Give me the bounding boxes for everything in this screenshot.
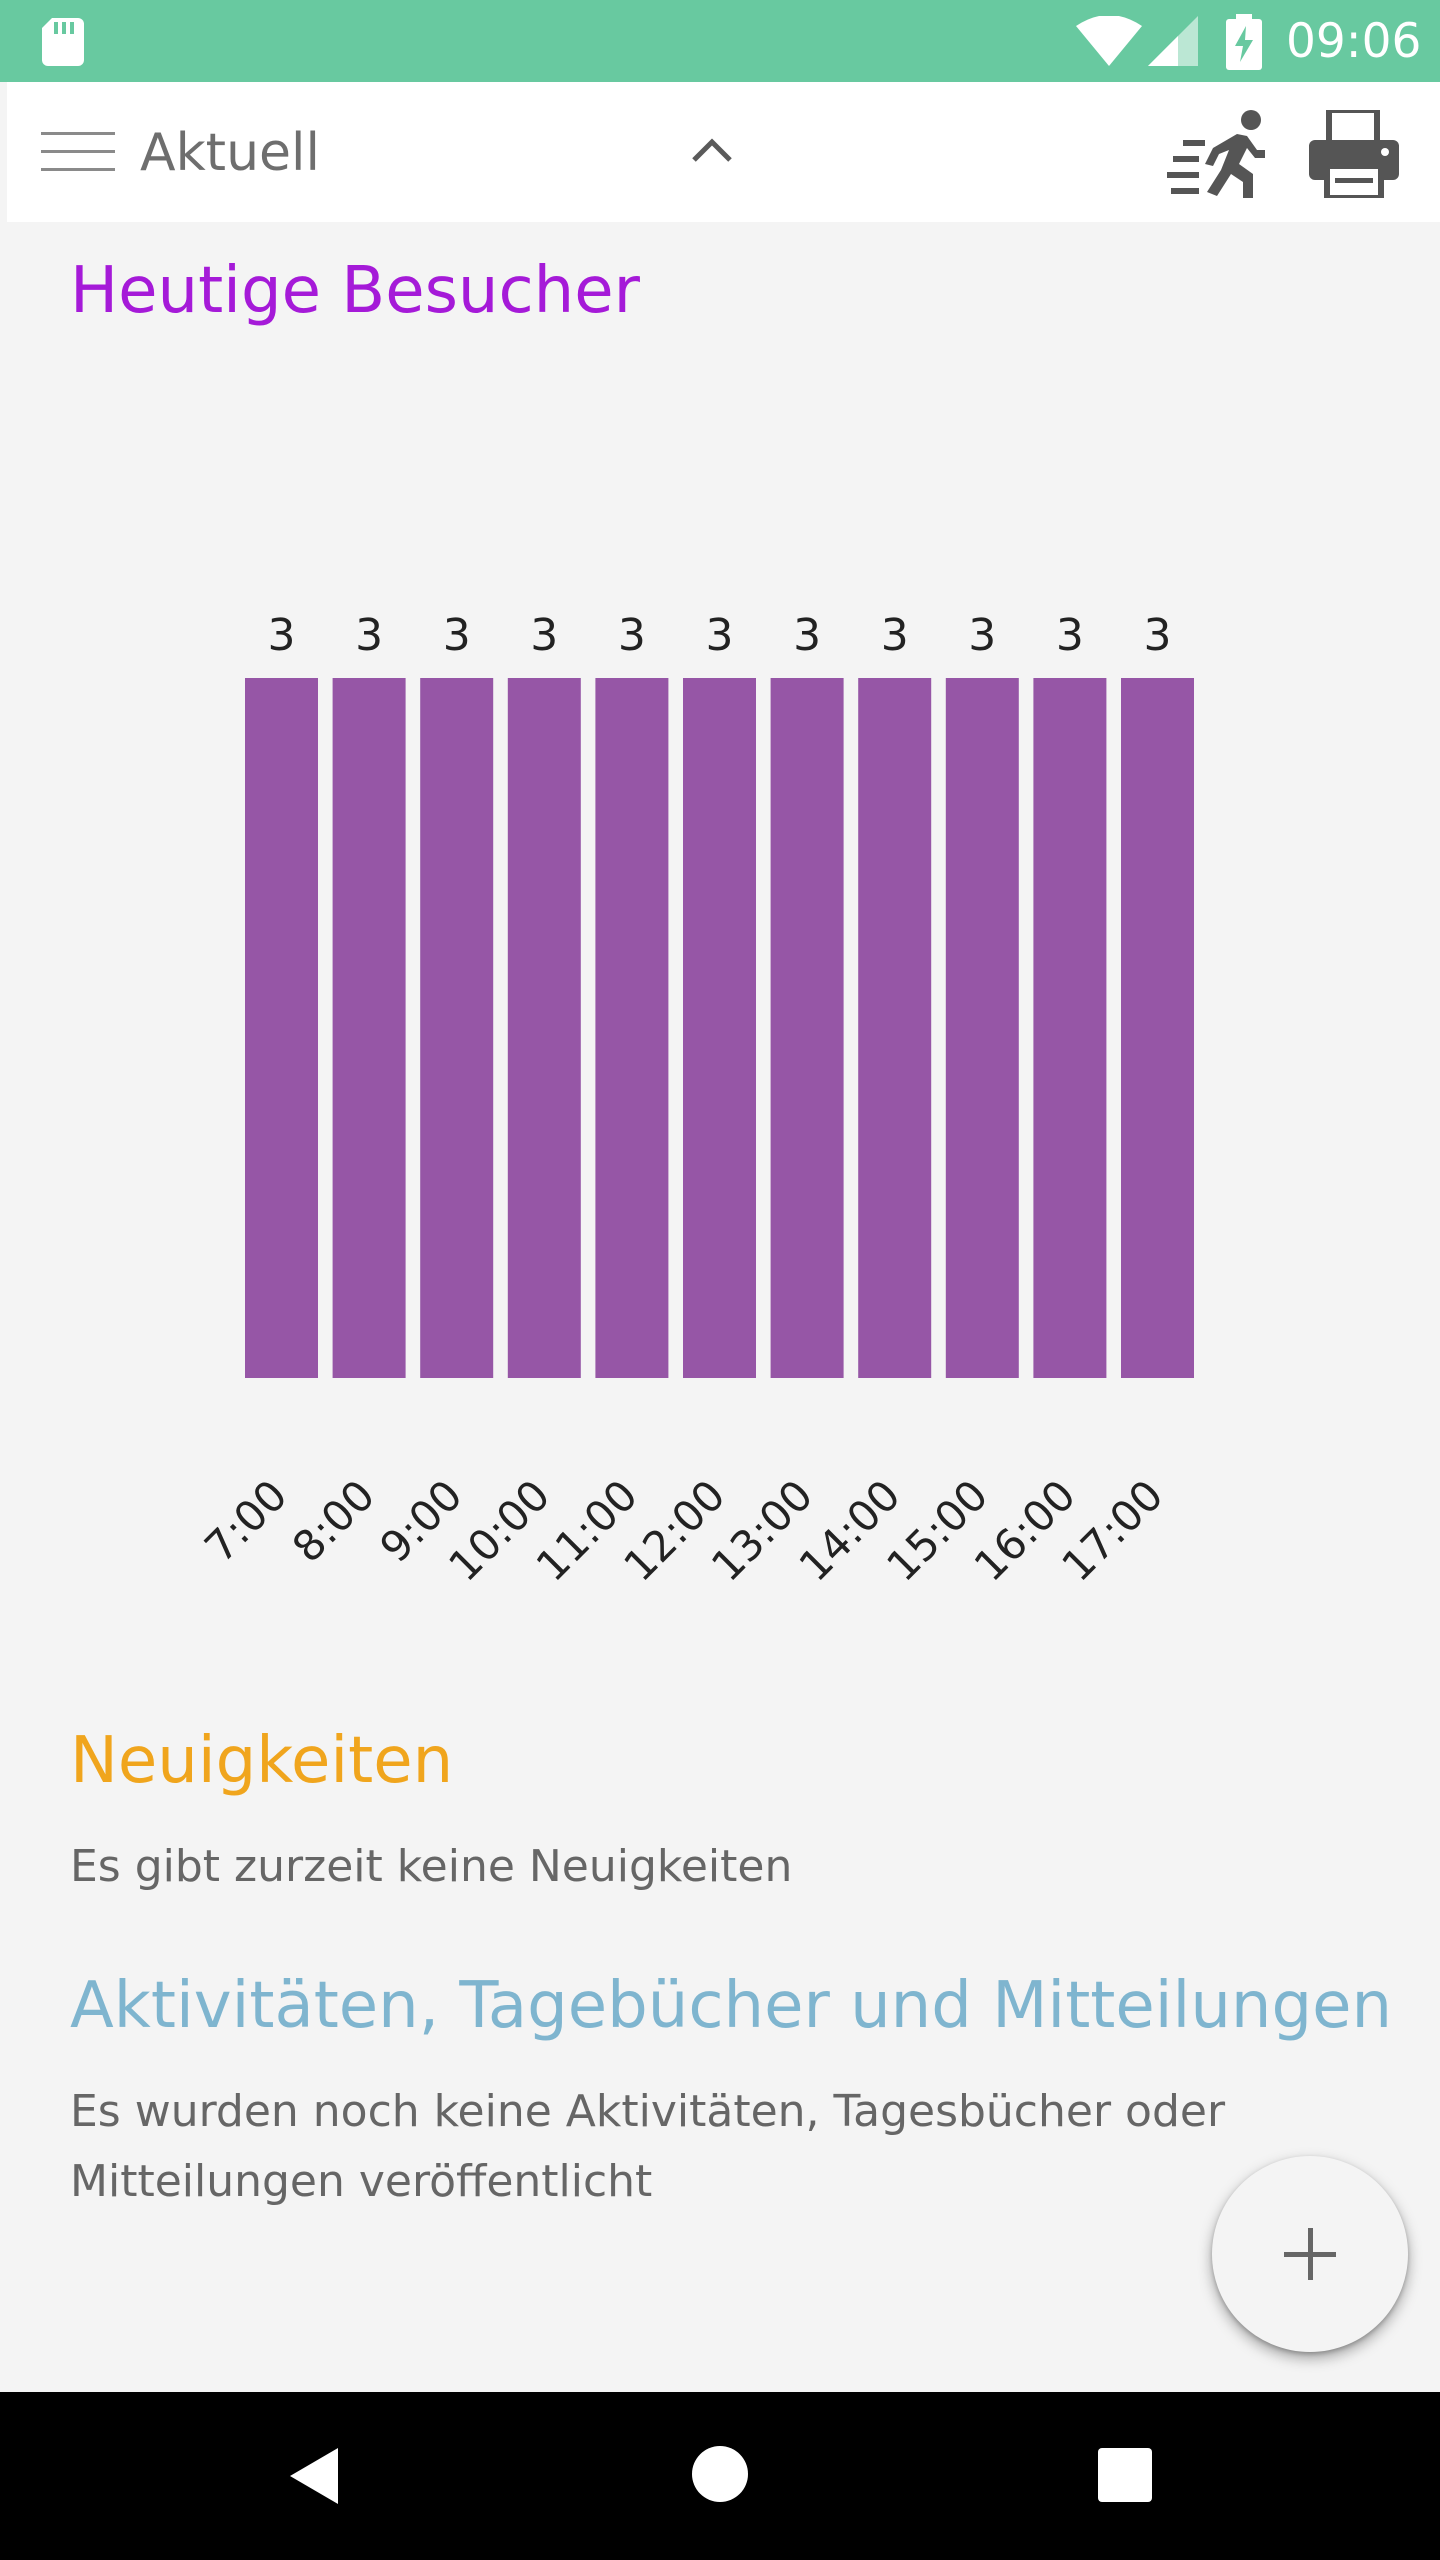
- app-bar: Aktuell: [7, 82, 1440, 222]
- bar-14:00: [858, 678, 932, 1378]
- visitors-bar-chart: 37:0038:0039:00310:00311:00312:00313:003…: [195, 610, 1194, 1591]
- back-icon[interactable]: [286, 2444, 342, 2508]
- visitors-heading: Heutige Besucher: [70, 254, 640, 328]
- x-tick-label: 12:00: [614, 1470, 734, 1590]
- bar-8:00: [332, 678, 406, 1378]
- data-label: 3: [706, 610, 734, 661]
- navigation-bar: [0, 2392, 1440, 2560]
- plus-icon: [1284, 2228, 1336, 2280]
- data-label: 3: [881, 610, 909, 661]
- data-label: 3: [618, 610, 646, 661]
- x-tick-label: 14:00: [790, 1470, 910, 1590]
- recents-icon[interactable]: [1098, 2448, 1152, 2502]
- bar-13:00: [770, 678, 844, 1378]
- bar-10:00: [507, 678, 581, 1378]
- data-label: 3: [443, 610, 471, 661]
- data-label: 3: [530, 610, 558, 661]
- x-tick-label: 15:00: [877, 1470, 997, 1590]
- chevron-up-icon[interactable]: [690, 134, 734, 164]
- add-button[interactable]: [1212, 2156, 1408, 2352]
- data-label: 3: [1144, 610, 1172, 661]
- x-tick-label: 17:00: [1052, 1470, 1172, 1590]
- news-heading: Neuigkeiten: [70, 1724, 454, 1798]
- bar-11:00: [595, 678, 669, 1378]
- data-label: 3: [355, 610, 383, 661]
- status-bar: 09:06: [0, 0, 1440, 82]
- signal-icon: [1148, 16, 1198, 66]
- activities-empty-text: Es wurden noch keine Aktivitäten, Tagesb…: [70, 2086, 1226, 2207]
- bar-17:00: [1121, 678, 1194, 1378]
- activities-heading: Aktivitäten, Tagebücher und Mitteilungen: [70, 1969, 1392, 2043]
- x-tick-label: 8:00: [283, 1470, 384, 1571]
- data-label: 3: [1056, 610, 1084, 661]
- data-label: 3: [968, 610, 996, 661]
- bar-12:00: [683, 678, 756, 1378]
- x-tick-label: 11:00: [527, 1470, 647, 1590]
- bar-9:00: [420, 678, 494, 1378]
- data-label: 3: [268, 610, 296, 661]
- running-person-icon[interactable]: [1167, 108, 1267, 200]
- x-tick-label: 7:00: [195, 1470, 296, 1571]
- sd-card-icon: [42, 18, 84, 66]
- x-tick-label: 13:00: [702, 1470, 822, 1590]
- bar-7:00: [245, 678, 318, 1378]
- x-tick-label: 10:00: [439, 1470, 559, 1590]
- home-icon[interactable]: [690, 2444, 750, 2504]
- battery-charging-icon: [1226, 14, 1262, 70]
- x-tick-label: 16:00: [965, 1470, 1085, 1590]
- bar-16:00: [1033, 678, 1107, 1378]
- status-time: 09:06: [1286, 14, 1422, 69]
- news-empty-text: Es gibt zurzeit keine Neuigkeiten: [70, 1841, 793, 1892]
- page-title: Aktuell: [140, 123, 320, 183]
- printer-icon[interactable]: [1309, 110, 1399, 198]
- wifi-icon: [1076, 16, 1142, 66]
- menu-icon[interactable]: [41, 130, 115, 174]
- data-label: 3: [793, 610, 821, 661]
- bar-15:00: [945, 678, 1019, 1378]
